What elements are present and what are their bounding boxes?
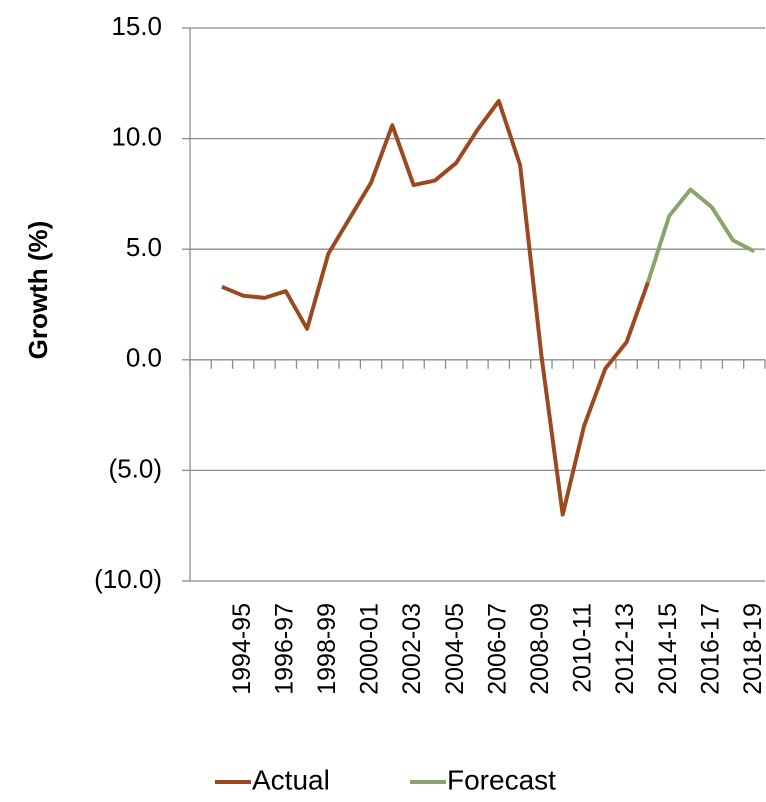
series-line <box>221 99 650 517</box>
y-axis-title: Growth (%) <box>23 221 53 360</box>
y-tick-label: 5.0 <box>126 232 162 262</box>
x-tick-label: 2010-11 <box>569 603 597 693</box>
y-tick-label: 15.0 <box>111 11 162 41</box>
legend-label: Actual <box>252 764 330 795</box>
x-tick-label: 2014-15 <box>654 603 682 695</box>
legend-label: Forecast <box>447 764 556 795</box>
y-tick-label: 10.0 <box>111 121 162 151</box>
x-tick-label: 2018-19 <box>739 603 766 695</box>
series-line <box>645 187 756 284</box>
y-tick-label: (10.0) <box>94 564 162 594</box>
y-tick-label: (5.0) <box>109 453 162 483</box>
x-tick-label: 2000-01 <box>356 603 384 695</box>
x-tick-label: 2004-05 <box>441 603 469 695</box>
x-tick-label: 2016-17 <box>696 603 724 695</box>
x-tick-label: 2008-09 <box>526 603 554 695</box>
x-tick-label: 2006-07 <box>483 603 511 695</box>
x-tick-label: 1996-97 <box>270 603 298 695</box>
y-tick-label: 0.0 <box>126 343 162 373</box>
x-tick-label: 2002-03 <box>398 603 426 695</box>
x-tick-label: 1994-95 <box>228 603 256 695</box>
x-tick-label: 1998-99 <box>313 603 341 695</box>
x-tick-label: 2012-13 <box>611 603 639 695</box>
